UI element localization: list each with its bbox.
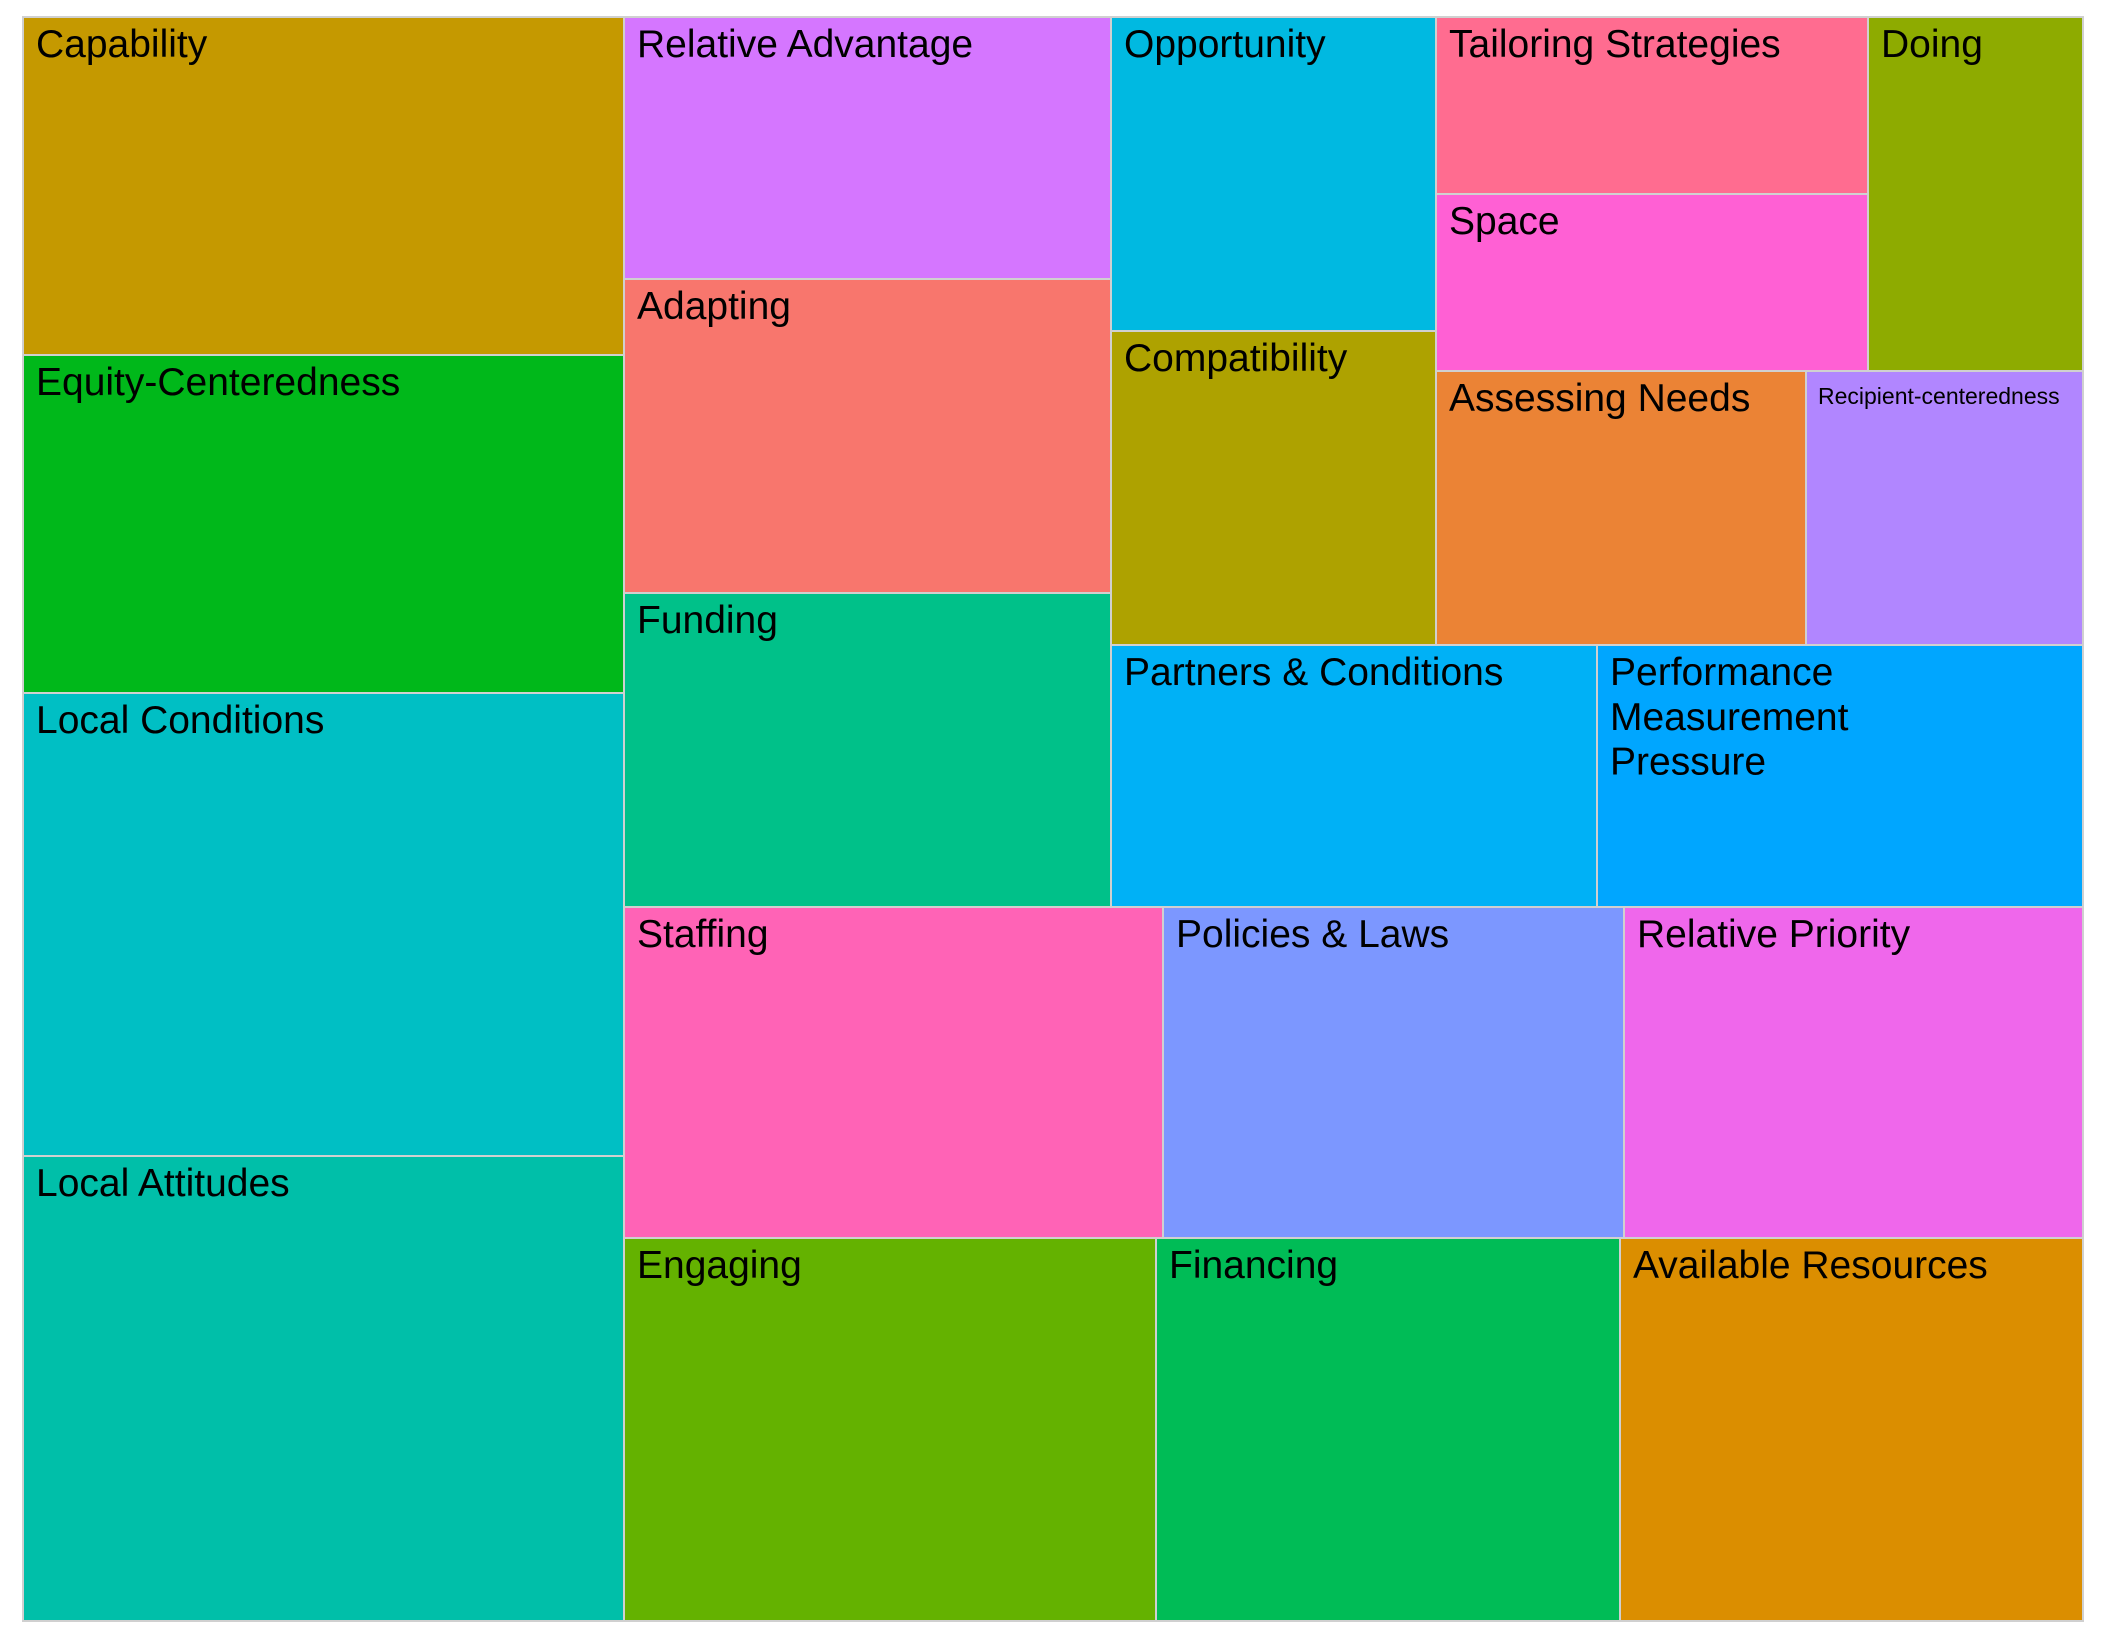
treemap-tile: Relative Priority [1623,906,2084,1239]
treemap-tile-rect [1435,193,1869,372]
treemap-tile-rect [1596,644,2084,908]
treemap-tile-label: Opportunity [1124,23,1326,66]
treemap-tile-rect [1867,16,2084,372]
treemap-tile: Performance Measurement Pressure [1596,644,2084,908]
treemap-tile: Engaging [623,1237,1157,1622]
treemap-tile: Relative Advantage [623,16,1112,280]
treemap-tile-label: Financing [1169,1244,1338,1287]
treemap-tile: Local Conditions [22,692,625,1157]
treemap-tile: Assessing Needs [1435,370,1807,646]
treemap-tile: Doing [1867,16,2084,372]
treemap-tile-label: Local Attitudes [36,1162,290,1205]
treemap-tile: Policies & Laws [1162,906,1625,1239]
treemap-tile: Partners & Conditions [1110,644,1598,908]
treemap-tile-label: Space [1449,200,1560,243]
treemap-tile-rect [22,354,625,694]
treemap-tile-label: Engaging [637,1244,802,1287]
treemap-tile: Space [1435,193,1869,372]
treemap-tile-rect [1805,370,2084,646]
treemap-tile-rect [623,16,1112,280]
treemap-tile-label: Funding [637,599,778,642]
treemap-tile: Recipient-centeredness [1805,370,2084,646]
treemap-tile-rect [1155,1237,1621,1622]
treemap-tile-rect [22,692,625,1157]
treemap-tile: Adapting [623,278,1112,594]
treemap-tile-rect [623,1237,1157,1622]
treemap-tile-label: Available Resources [1633,1244,1988,1287]
treemap-tile: Available Resources [1619,1237,2084,1622]
treemap-tile-rect [1110,644,1598,908]
treemap-tile-rect [22,16,625,356]
treemap-tile: Opportunity [1110,16,1437,332]
treemap-tile-label: Staffing [637,913,769,956]
treemap-tile-label: Relative Priority [1637,913,1911,956]
treemap-tile-label: Tailoring Strategies [1449,23,1781,66]
treemap-tile: Staffing [623,906,1164,1239]
treemap-tile: Capability [22,16,625,356]
treemap-tile-label: Policies & Laws [1176,913,1449,956]
treemap-tile-label: Local Conditions [36,699,324,742]
treemap-tile-label: Equity-Centeredness [36,361,400,404]
treemap-tile-rect [623,906,1164,1239]
treemap-tile: Compatibility [1110,330,1437,646]
treemap-tile-label: Capability [36,23,208,66]
treemap-tile-rect [1110,16,1437,332]
treemap-tile: Funding [623,592,1112,908]
treemap-tile-label: Compatibility [1124,337,1348,380]
treemap-tile-label: Adapting [637,285,791,328]
treemap-tile-rect [1162,906,1625,1239]
treemap-tile: Equity-Centeredness [22,354,625,694]
treemap-tile: Local Attitudes [22,1155,625,1622]
treemap-tile-rect [1619,1237,2084,1622]
treemap-tile-rect [623,278,1112,594]
treemap-tile-label: Doing [1881,23,1983,66]
treemap-tile-label: Performance Measurement Pressure [1610,651,1849,784]
treemap-tile-rect [22,1155,625,1622]
treemap-tile-rect [1623,906,2084,1239]
treemap-tile: Financing [1155,1237,1621,1622]
treemap-tile-label: Assessing Needs [1449,377,1750,420]
treemap-tile-rect [1435,370,1807,646]
treemap-tile: Tailoring Strategies [1435,16,1869,195]
treemap-tile-rect [623,592,1112,908]
treemap-tile-label: Recipient-centeredness [1818,383,2060,409]
treemap-tile-label: Relative Advantage [637,23,973,66]
treemap-tile-label: Partners & Conditions [1124,651,1503,694]
